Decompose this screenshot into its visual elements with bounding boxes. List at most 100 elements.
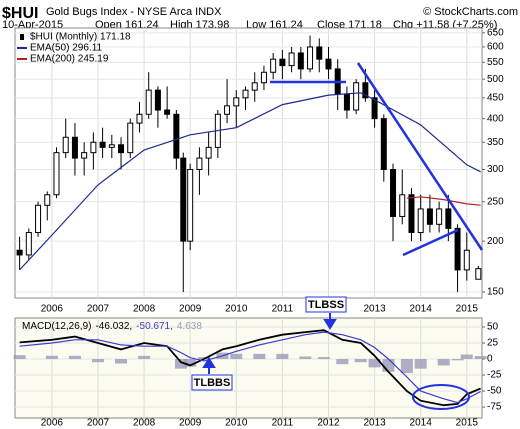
histogram-bar: [400, 359, 413, 374]
y-tick-label: 0: [487, 354, 493, 365]
price-panel: [14, 27, 483, 299]
y-tick-label: 650: [487, 27, 504, 38]
histogram-bar: [460, 354, 473, 360]
line: [406, 196, 481, 206]
x-tick-label: 2014: [410, 418, 433, 429]
line: [19, 329, 481, 407]
index-name: Gold Bugs Index - NYSE Arca INDX: [46, 6, 222, 18]
candle-body: [463, 249, 470, 271]
x-tick-label: 2008: [133, 304, 156, 315]
candle-body: [362, 82, 369, 99]
x-tick-label: 2013: [363, 304, 386, 315]
candle-body: [390, 168, 397, 217]
candle-body: [71, 136, 78, 159]
y-tick-label: 300: [487, 164, 504, 175]
candle-body: [164, 109, 171, 115]
candle-body: [307, 46, 314, 70]
candle-body: [25, 232, 32, 256]
x-tick-label: 2006: [41, 418, 64, 429]
symbol: $HUI: [2, 5, 38, 22]
x-tick-label: 2015: [456, 418, 479, 429]
candle-body: [173, 113, 180, 159]
y-tick-label: -50: [487, 386, 502, 397]
candle-body: [260, 71, 267, 84]
legend-label: 4.638: [177, 321, 202, 332]
annotation-box: [191, 374, 233, 391]
candle-body: [90, 141, 97, 154]
y-tick-label: 200: [487, 236, 504, 247]
histogram-bar: [299, 356, 312, 360]
candle-body: [380, 118, 387, 170]
candle-body: [233, 97, 240, 107]
candle-body: [187, 168, 194, 242]
candle-body: [242, 89, 249, 99]
candle-body: [445, 208, 452, 229]
histogram-bar: [382, 359, 395, 372]
legend-label: EMA(200) 245.19: [30, 54, 109, 65]
candle-body: [136, 113, 143, 124]
candle-body: [279, 58, 286, 67]
copyright: © StockCharts.com: [423, 6, 518, 18]
y-tick-label: 250: [487, 196, 504, 207]
candle-body: [196, 157, 203, 170]
x-tick-label: 2012: [317, 418, 340, 429]
histogram-bar: [45, 355, 58, 360]
candle-body: [180, 157, 187, 242]
x-tick-label: 2008: [133, 418, 156, 429]
candle-body: [399, 194, 406, 217]
candle-body: [316, 46, 323, 60]
histogram-bar: [451, 359, 464, 361]
histogram-bar: [336, 359, 349, 365]
candle-body: [417, 208, 424, 234]
histogram-bar: [91, 359, 104, 363]
legend-label: MACD(12,26,9): [22, 321, 91, 332]
candle-body: [145, 89, 152, 115]
histogram-bar: [253, 353, 266, 360]
x-tick-label: 2011: [272, 304, 294, 315]
histogram-bar: [13, 355, 26, 360]
arrow: [323, 313, 337, 330]
histogram-bar: [68, 355, 81, 360]
histogram-bar: [230, 353, 243, 360]
annotation-box: [305, 296, 347, 313]
candle-body: [475, 268, 482, 280]
candle-body: [154, 89, 161, 111]
histogram-bar: [437, 359, 450, 366]
candle-body: [436, 208, 443, 225]
y-tick-label: 500: [487, 74, 504, 85]
legend: MACD(12,26,9) -46.032, -50.671, 4.638: [22, 321, 202, 332]
y-tick-label: 550: [487, 57, 504, 68]
y-tick-label: -25: [487, 370, 502, 381]
x-tick-label: 2011: [272, 418, 294, 429]
x-tick-label: 2009: [179, 418, 202, 429]
highlight-ellipse: [412, 384, 470, 410]
y-tick-label: 400: [487, 113, 504, 124]
candle-body: [108, 144, 115, 148]
candle-body: [297, 52, 304, 70]
x-tick-label: 2009: [179, 304, 202, 315]
histogram-bar: [184, 359, 197, 367]
x-tick-label: 2006: [41, 304, 64, 315]
candle-body: [127, 122, 134, 154]
histogram-bar: [276, 353, 289, 360]
legend-label: -46.032,: [95, 321, 132, 332]
histogram-bar: [414, 359, 427, 369]
candle-body: [288, 52, 295, 67]
histogram-bar: [174, 359, 187, 369]
candle-body: [81, 152, 88, 159]
y-tick-label: 50: [487, 322, 499, 333]
y-tick-label: 150: [487, 287, 504, 298]
candle-body: [371, 97, 378, 120]
candle-body: [454, 227, 461, 271]
legend-label: -50.671,: [136, 321, 173, 332]
y-tick-label: 450: [487, 92, 504, 103]
y-tick-label: 25: [487, 338, 499, 349]
trend-line: [356, 62, 484, 251]
histogram-bar: [317, 357, 330, 360]
y-tick-label: 600: [487, 42, 504, 53]
legend-label: $HUI (Monthly) 171.18: [30, 32, 131, 43]
candle-body: [62, 136, 69, 154]
x-tick-label: 2013: [363, 418, 386, 429]
